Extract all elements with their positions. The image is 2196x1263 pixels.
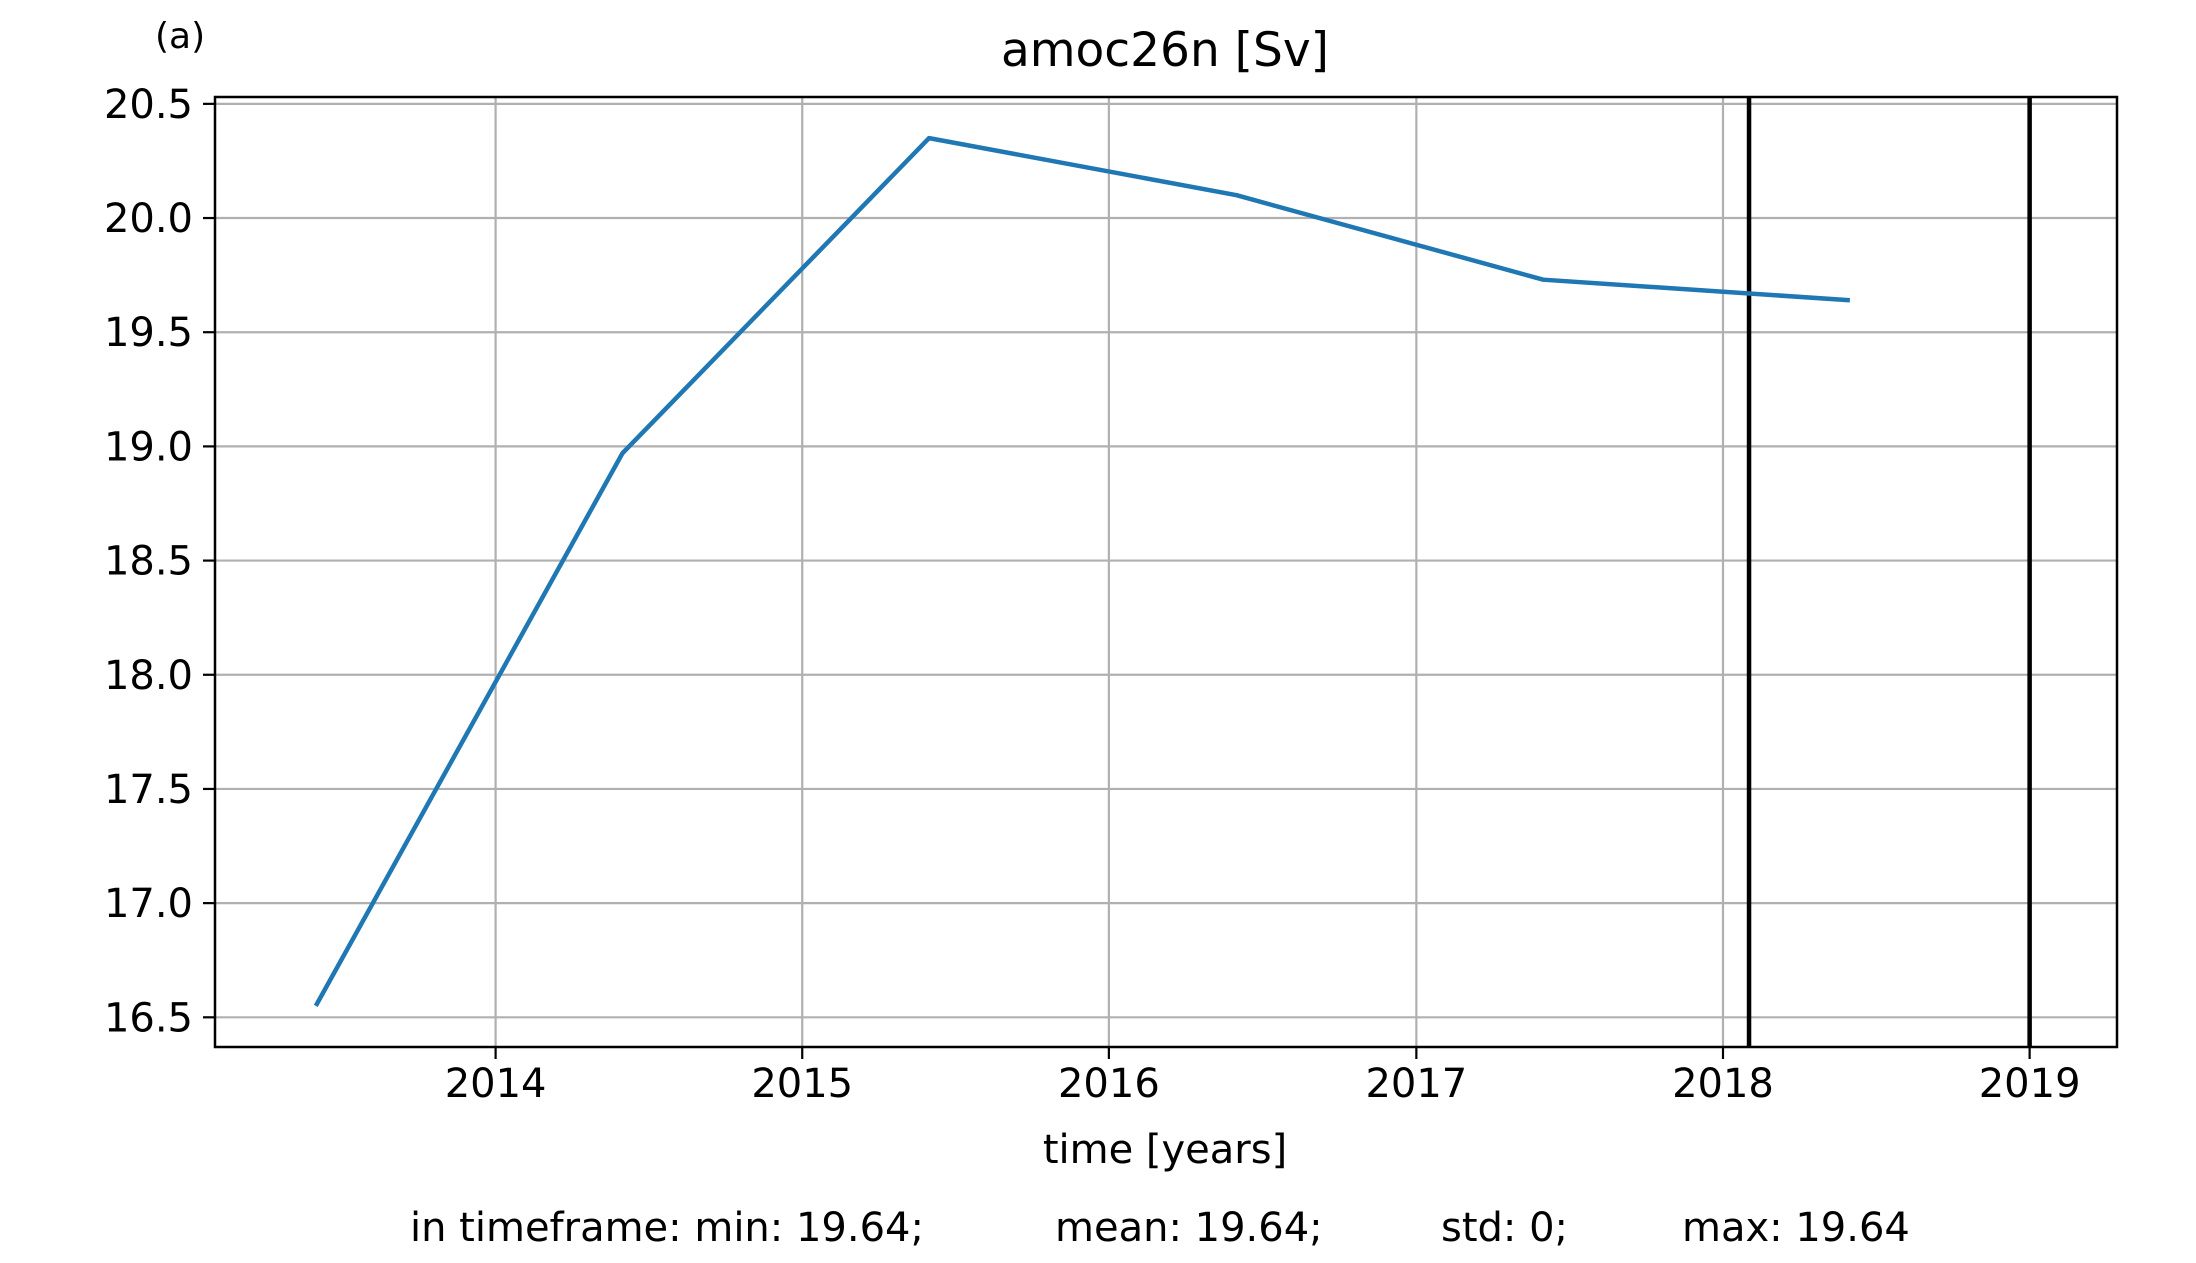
x-tick-label: 2014 <box>445 1061 547 1107</box>
y-tick-label: 16.5 <box>104 995 193 1041</box>
x-axis-label: time [years] <box>1043 1127 1287 1173</box>
y-tick-label: 17.0 <box>104 881 193 927</box>
y-tick-label: 19.5 <box>104 310 193 356</box>
x-tick-label: 2015 <box>751 1061 853 1107</box>
series-line <box>313 135 1851 1007</box>
series-layer <box>313 135 1851 1007</box>
stat-min: in timeframe: min: 19.64; <box>410 1205 924 1251</box>
chart-title: amoc26n [Sv] <box>1001 23 1329 78</box>
stat-std: std: 0; <box>1441 1205 1569 1251</box>
ticks: 2014 2015 2016 2017 2018 2019 16.5 17.0 17.5 18.0… <box>104 82 2081 1107</box>
panel-label: (a) <box>155 16 205 57</box>
x-tick-label: 2019 <box>1979 1061 2081 1107</box>
x-tick-label: 2016 <box>1058 1061 1160 1107</box>
y-tick-label: 18.0 <box>104 653 193 699</box>
stats-row: in timeframe: min: 19.64; mean: 19.64; s… <box>0 1205 2196 1261</box>
y-tick-label: 20.5 <box>104 82 193 128</box>
x-tick-label: 2017 <box>1365 1061 1467 1107</box>
vertical-markers <box>1746 97 2032 1047</box>
stat-mean: mean: 19.64; <box>1055 1205 1323 1251</box>
y-tick-label: 17.5 <box>104 767 193 813</box>
x-tick-label: 2018 <box>1672 1061 1774 1107</box>
plot-frame <box>213 95 2119 1049</box>
y-tick-label: 20.0 <box>104 196 193 242</box>
grid <box>215 97 2117 1047</box>
stat-max: max: 19.64 <box>1682 1205 1910 1251</box>
y-tick-label: 18.5 <box>104 539 193 585</box>
y-tick-label: 19.0 <box>104 424 193 470</box>
